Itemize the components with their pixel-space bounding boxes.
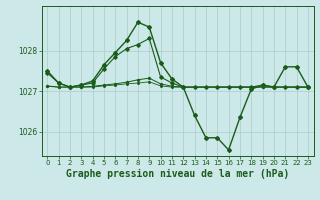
X-axis label: Graphe pression niveau de la mer (hPa): Graphe pression niveau de la mer (hPa) <box>66 169 289 179</box>
